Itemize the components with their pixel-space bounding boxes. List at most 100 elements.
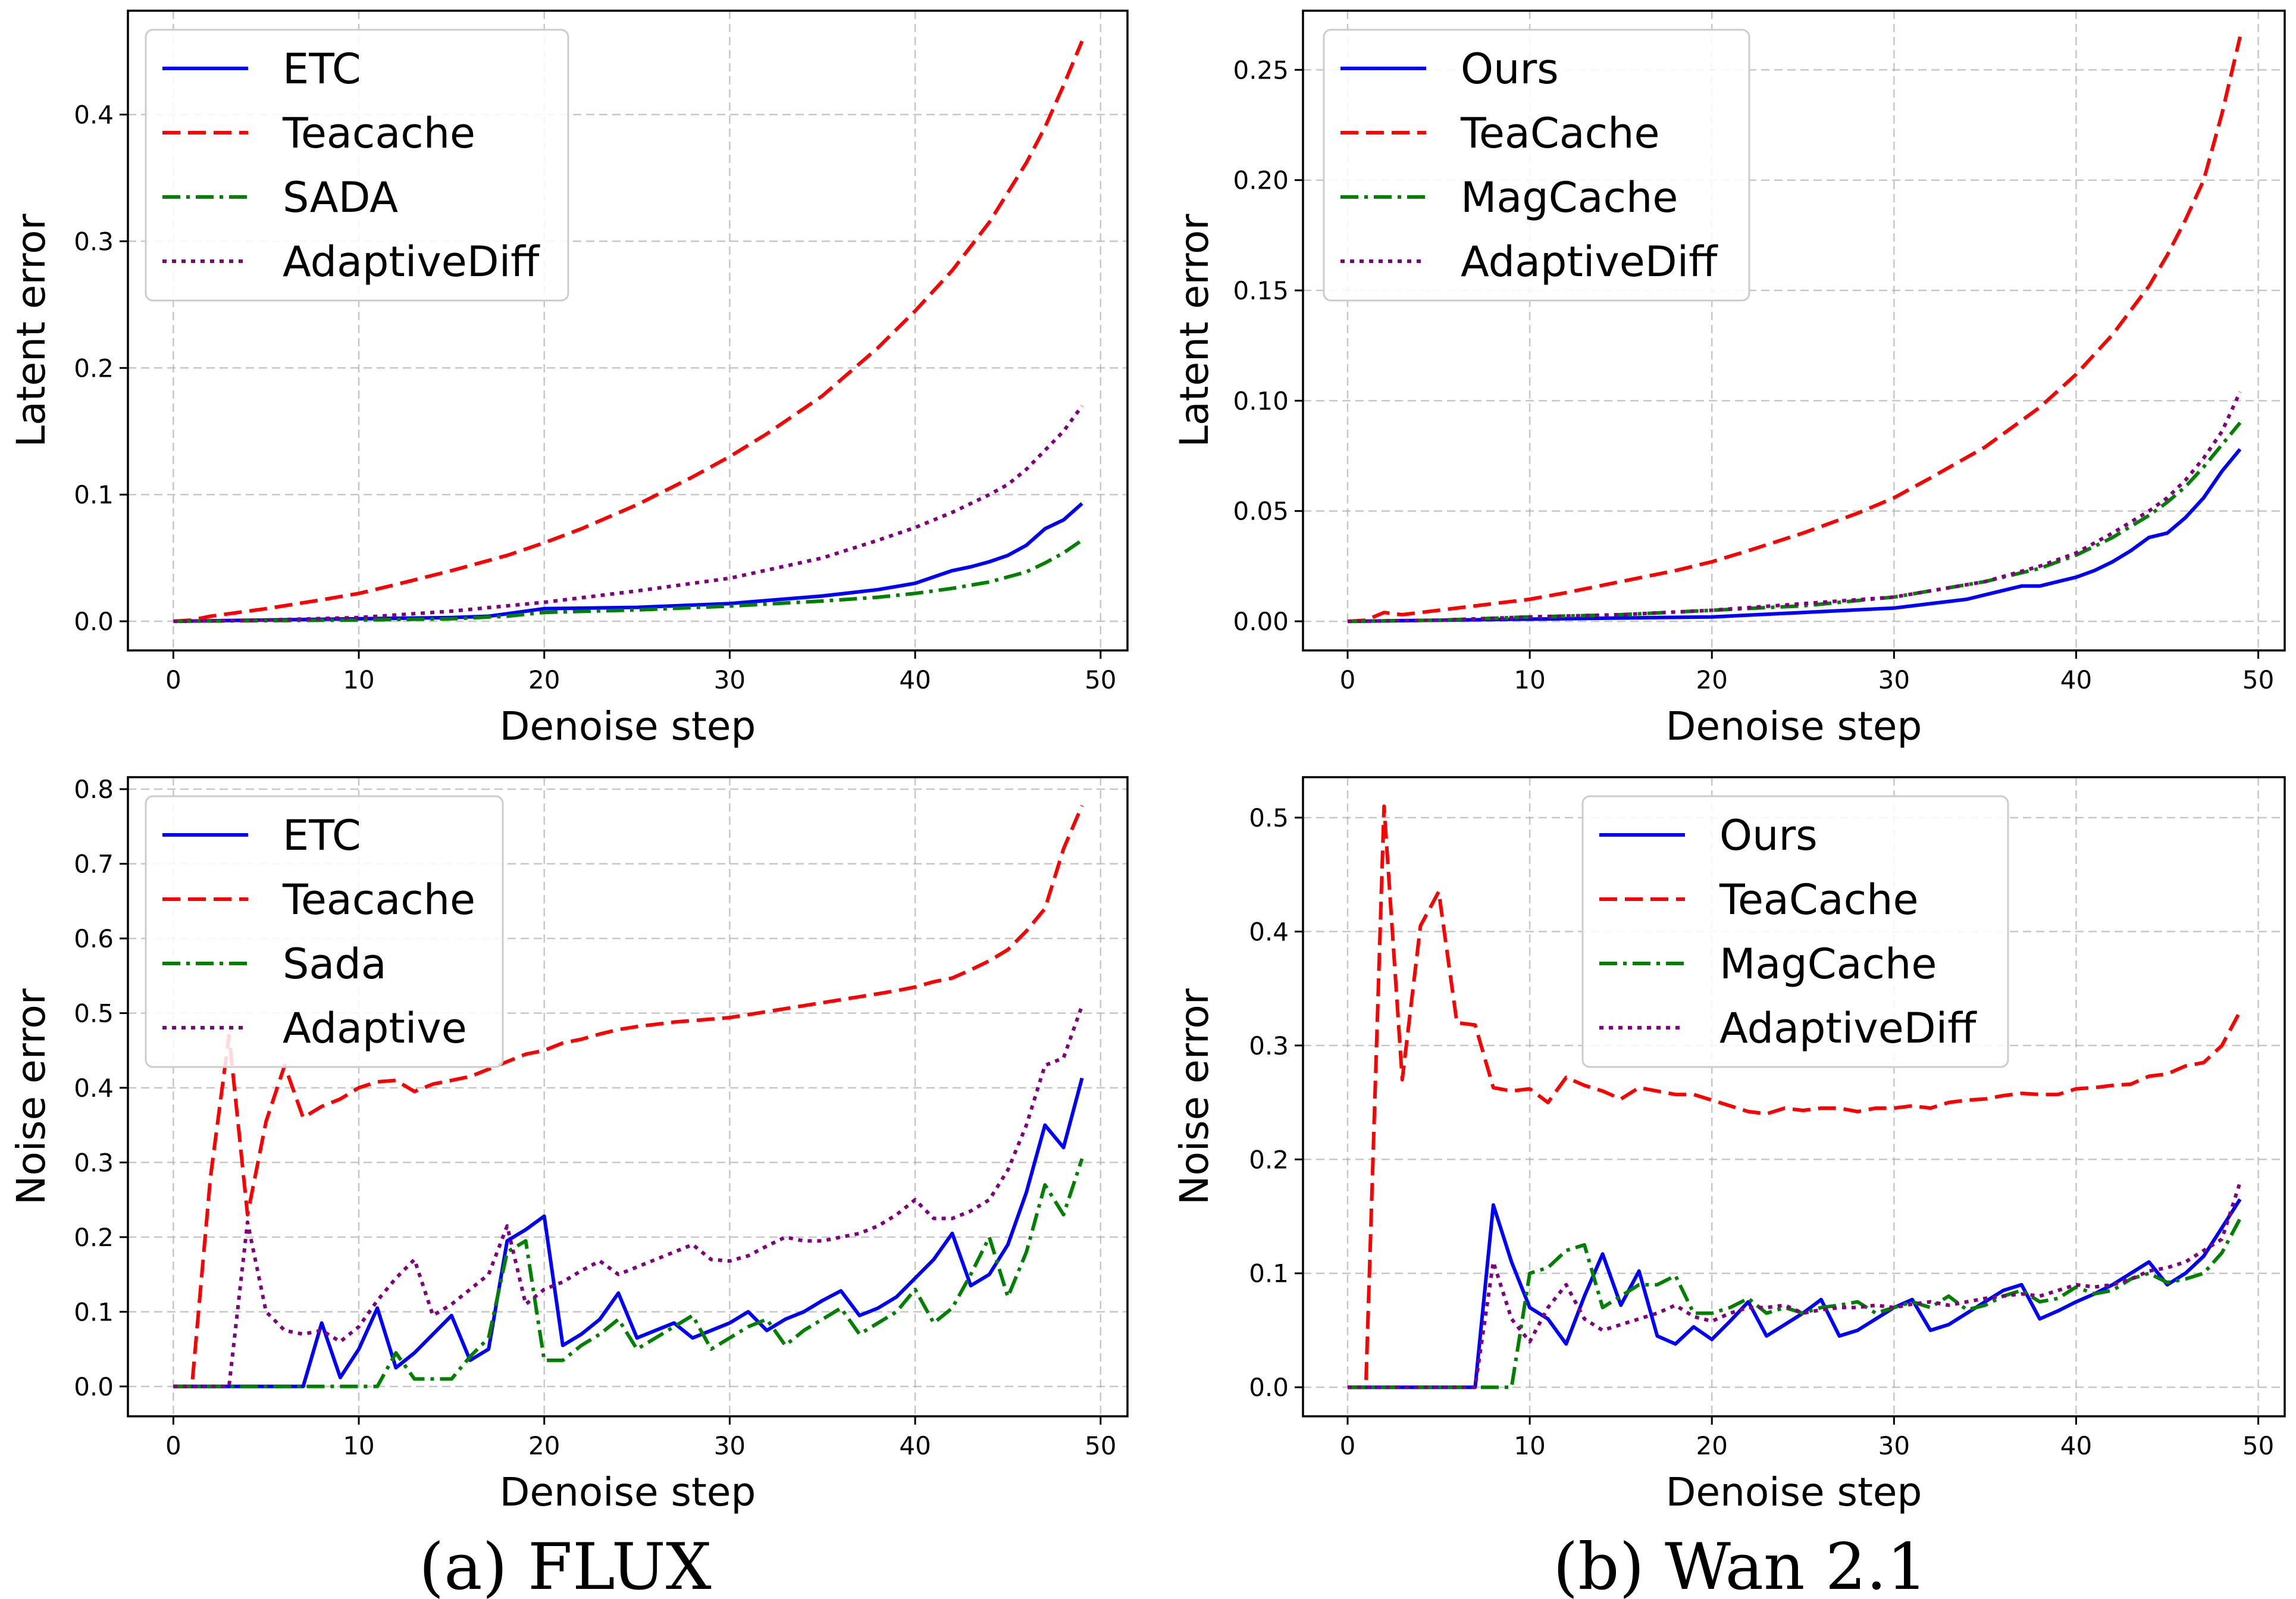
x-tick-label: 20	[528, 1431, 560, 1460]
legend: Ours TeaCache MagCache AdaptiveDiff	[1323, 29, 1750, 302]
legend-label-magcache: MagCache	[1719, 940, 1937, 988]
x-tick-label: 30	[714, 665, 746, 694]
x-tick-label: 50	[1085, 1431, 1116, 1460]
y-tick-label: 0.4	[74, 1074, 114, 1103]
x-tick-label: 10	[1514, 665, 1545, 694]
caption-flux: (a) FLUX	[419, 1530, 712, 1599]
legend: Ours TeaCache MagCache AdaptiveDiff	[1581, 795, 2009, 1068]
series-line-magcache	[1347, 421, 2242, 624]
legend: ETC Teacache SADA AdaptiveDiff	[145, 29, 569, 302]
chart-wan-latent-error: 0 10 20 30 40 50 0.00 0.05 0.10 0.15 0.20 0.25 Denoi…	[1172, 10, 2286, 749]
series-line-ours	[1348, 1198, 2242, 1390]
x-tick-label: 40	[2060, 665, 2092, 694]
y-tick-label: 0.1	[74, 480, 114, 509]
y-axis-label: Latent error	[1172, 214, 1217, 448]
series-line-magcache	[1348, 1218, 2242, 1390]
y-tick-label: 0.1	[1249, 1259, 1289, 1288]
y-axis-label: Latent error	[8, 214, 54, 448]
legend: ETC Teacache Sada Adaptive	[145, 795, 504, 1068]
series-line-sada	[173, 1158, 1084, 1388]
y-tick-label: 0.3	[74, 1148, 114, 1177]
y-tick-label: 0.2	[1249, 1145, 1289, 1174]
y-tick-label: 0.4	[74, 101, 114, 130]
legend-label-ours: Ours	[1719, 811, 1818, 860]
x-tick-label: 20	[528, 665, 560, 694]
chart-flux-noise-error: 0 10 20 30 40 50 0.0 0.1 0.2 0.3 0.4 0.5 0.6 0.7 0.8 De…	[8, 775, 1129, 1515]
y-tick-label: 0.10	[1233, 386, 1289, 415]
series-line-adaptivediff	[1347, 391, 2242, 624]
legend-label-sada: Sada	[283, 940, 387, 988]
y-tick-label: 0.3	[1249, 1031, 1289, 1060]
y-tick-label: 0.2	[74, 353, 114, 383]
x-tick-label: 40	[899, 665, 931, 694]
chart-flux-latent-error: 0 10 20 30 40 50 0.0 0.1 0.2 0.3 0.4 Denoise step La…	[8, 10, 1129, 749]
y-tick-label: 0.25	[1233, 55, 1289, 85]
plot-frame	[1302, 10, 2286, 652]
legend-label-adaptive: Adaptive	[283, 1004, 467, 1053]
legend-box	[145, 29, 569, 302]
legend-box	[145, 795, 504, 1068]
y-tick-label: 0.6	[74, 924, 114, 953]
x-tick-label: 0	[165, 665, 181, 694]
x-tick-label: 40	[899, 1431, 931, 1460]
series-line-teacache	[1347, 36, 2242, 624]
x-tick-label: 0	[165, 1431, 181, 1460]
x-axis-label: Denoise step	[1666, 1469, 1922, 1515]
legend-label-teacache: TeaCache	[1460, 109, 1660, 158]
x-tick-label: 10	[343, 1431, 374, 1460]
series-line-etc	[173, 1077, 1084, 1388]
caption-wan: (b) Wan 2.1	[1553, 1530, 1927, 1599]
y-tick-label: 0.4	[1249, 917, 1289, 946]
x-axis-label: Denoise step	[1666, 703, 1922, 749]
y-tick-label: 0.20	[1233, 166, 1289, 195]
x-tick-label: 50	[1085, 665, 1116, 694]
legend-label-adaptivediff: AdaptiveDiff	[1461, 237, 1718, 286]
legend-box	[1581, 795, 2009, 1068]
x-tick-label: 50	[2242, 665, 2274, 694]
y-tick-label: 0.1	[74, 1297, 114, 1326]
series-line-etc	[173, 502, 1083, 623]
x-tick-label: 10	[1514, 1431, 1545, 1460]
y-tick-label: 0.05	[1233, 497, 1289, 526]
y-tick-label: 0.15	[1233, 276, 1289, 305]
legend-label-sada: SADA	[283, 173, 398, 222]
series-line-adaptive	[173, 1005, 1084, 1388]
x-axis-label: Denoise step	[500, 703, 756, 749]
y-tick-label: 0.0	[74, 607, 114, 636]
x-tick-label: 0	[1340, 665, 1356, 694]
y-tick-label: 0.5	[1249, 803, 1289, 833]
x-tick-label: 0	[1340, 1431, 1356, 1460]
y-tick-label: 0.8	[74, 775, 114, 804]
x-tick-label: 20	[1696, 1431, 1728, 1460]
plot-frame	[127, 10, 1129, 652]
plot-frame	[127, 776, 1129, 1417]
series-line-adaptivediff	[173, 405, 1084, 623]
y-axis-label: Noise error	[1172, 988, 1217, 1205]
y-tick-label: 0.5	[74, 999, 114, 1028]
chart-wan-noise-error: 0 10 20 30 40 50 0.0 0.1 0.2 0.3 0.4 0.5 Denoise ste…	[1172, 776, 2286, 1515]
x-tick-label: 30	[1878, 665, 1910, 694]
y-axis-label: Noise error	[8, 988, 54, 1205]
x-tick-label: 30	[1878, 1431, 1910, 1460]
x-axis-label: Denoise step	[500, 1469, 756, 1515]
y-tick-label: 0.7	[74, 850, 114, 879]
series-line-teacache	[173, 40, 1084, 623]
x-tick-label: 50	[2242, 1431, 2274, 1460]
series-line-ours	[1347, 448, 2242, 624]
y-tick-label: 0.0	[1249, 1373, 1289, 1402]
legend-box	[1323, 29, 1750, 302]
y-tick-label: 0.0	[74, 1372, 114, 1401]
series-line-teacache	[173, 805, 1084, 1388]
legend-label-magcache: MagCache	[1461, 173, 1678, 222]
x-tick-label: 20	[1696, 665, 1728, 694]
series-line-sada	[173, 539, 1083, 623]
legend-label-etc: ETC	[283, 811, 361, 860]
legend-label-teacache: Teacache	[282, 109, 475, 158]
y-tick-label: 0.3	[74, 227, 114, 256]
y-tick-label: 0.2	[74, 1223, 114, 1252]
legend-label-ours: Ours	[1461, 45, 1559, 93]
legend-label-etc: ETC	[283, 45, 361, 93]
y-tick-label: 0.00	[1233, 607, 1289, 636]
legend-label-teacache: Teacache	[282, 875, 475, 924]
